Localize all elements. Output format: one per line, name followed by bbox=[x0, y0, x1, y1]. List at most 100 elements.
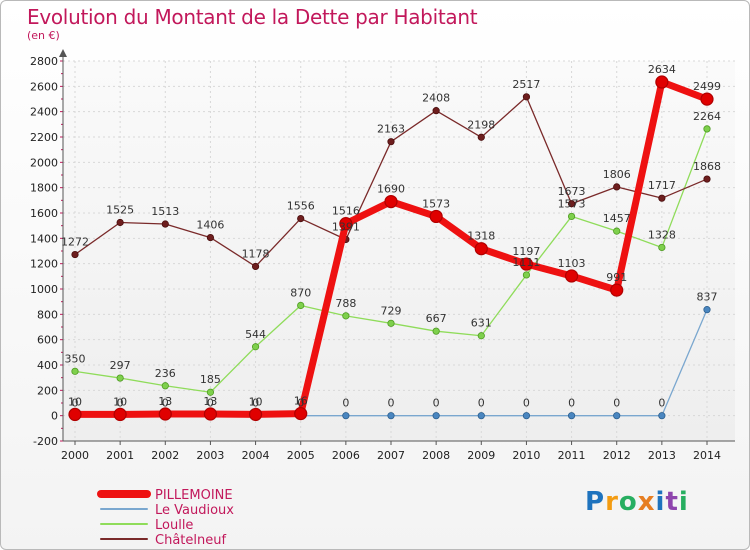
data-point bbox=[522, 93, 531, 101]
data-point bbox=[71, 250, 79, 259]
data-label: 991 bbox=[606, 271, 627, 284]
data-point bbox=[658, 194, 666, 202]
data-point bbox=[342, 312, 350, 320]
x-tick-label: 2003 bbox=[196, 449, 224, 462]
x-tick-label: 2014 bbox=[693, 449, 721, 462]
data-label: 0 bbox=[523, 397, 530, 410]
data-label: 10 bbox=[68, 395, 82, 408]
data-point bbox=[294, 407, 308, 421]
logo-letter: x bbox=[637, 487, 656, 517]
data-label: 16 bbox=[294, 395, 308, 408]
data-label: 10 bbox=[113, 395, 127, 408]
data-point bbox=[658, 243, 666, 252]
data-label: 0 bbox=[433, 397, 440, 410]
data-label: 1690 bbox=[377, 183, 405, 196]
data-label: 0 bbox=[207, 397, 214, 410]
data-point bbox=[477, 332, 485, 340]
data-point bbox=[116, 374, 124, 382]
y-tick-label: 1400 bbox=[30, 232, 58, 245]
x-tick-label: 2005 bbox=[287, 449, 315, 462]
data-label: 1525 bbox=[106, 204, 134, 217]
legend-label: Châtelneuf bbox=[155, 533, 226, 548]
data-label: 544 bbox=[245, 328, 266, 341]
data-point bbox=[522, 271, 531, 279]
logo-letter: P bbox=[585, 487, 606, 517]
data-label: 1406 bbox=[196, 219, 224, 232]
y-tick-label: 2600 bbox=[30, 80, 58, 93]
data-label: 0 bbox=[568, 397, 575, 410]
x-tick-label: 2007 bbox=[377, 449, 405, 462]
data-label: 870 bbox=[290, 286, 311, 299]
data-label: 1318 bbox=[467, 230, 495, 243]
series-group bbox=[68, 75, 714, 421]
data-point bbox=[703, 125, 711, 133]
data-label: 2499 bbox=[693, 80, 721, 93]
data-label: 0 bbox=[297, 397, 304, 410]
axes: -200020040060080010001200140016001800200… bbox=[30, 49, 735, 462]
data-point bbox=[71, 367, 79, 375]
x-tick-label: 2013 bbox=[648, 449, 676, 462]
data-point bbox=[251, 262, 260, 271]
data-label: 2408 bbox=[422, 92, 450, 105]
data-point bbox=[655, 75, 669, 89]
data-label: 1103 bbox=[558, 257, 586, 270]
data-point bbox=[248, 407, 263, 421]
data-point bbox=[251, 343, 260, 351]
data-label: 1717 bbox=[648, 179, 676, 192]
data-label: 667 bbox=[426, 312, 447, 325]
data-point bbox=[700, 92, 714, 106]
y-axis-arrow bbox=[59, 49, 67, 57]
data-point bbox=[703, 306, 711, 314]
x-tick-label: 2011 bbox=[558, 449, 586, 462]
data-label: 2264 bbox=[693, 110, 721, 123]
data-label: 2517 bbox=[512, 78, 540, 91]
logo-letter: r bbox=[605, 487, 619, 517]
data-point bbox=[161, 220, 169, 228]
data-label: 185 bbox=[200, 373, 221, 386]
data-label: 0 bbox=[478, 397, 485, 410]
data-label: 2198 bbox=[467, 118, 495, 131]
data-point bbox=[567, 200, 576, 208]
data-label: 1272 bbox=[61, 236, 89, 249]
chart-title: Evolution du Montant de la Dette par Hab… bbox=[27, 5, 478, 29]
data-label: 297 bbox=[110, 359, 131, 372]
data-label: 0 bbox=[72, 397, 79, 410]
data-label: 2163 bbox=[377, 123, 405, 136]
x-tick-label: 2010 bbox=[512, 449, 540, 462]
data-point bbox=[613, 227, 621, 235]
data-label: 13 bbox=[158, 395, 172, 408]
data-label: 1111 bbox=[512, 256, 540, 269]
data-point bbox=[610, 283, 624, 297]
data-point bbox=[158, 407, 172, 421]
y-tick-label: 2800 bbox=[30, 55, 58, 68]
y-tick-label: 800 bbox=[37, 308, 58, 321]
data-point bbox=[432, 107, 440, 115]
y-tick-label: -200 bbox=[33, 435, 58, 448]
y-tick-label: 2000 bbox=[30, 156, 58, 169]
data-label: 1457 bbox=[603, 212, 631, 225]
data-point bbox=[339, 217, 353, 231]
legend-label: Loulle bbox=[155, 518, 193, 533]
data-point bbox=[432, 327, 440, 335]
data-label: 1391 bbox=[332, 220, 360, 233]
data-point bbox=[432, 412, 440, 420]
data-point bbox=[567, 412, 576, 420]
data-label: 1573 bbox=[558, 197, 586, 210]
data-label: 1573 bbox=[422, 197, 450, 210]
data-point bbox=[161, 382, 169, 390]
data-label: 837 bbox=[697, 291, 718, 304]
logo-letter: i bbox=[655, 487, 666, 517]
data-point bbox=[519, 257, 534, 271]
y-tick-label: 2400 bbox=[30, 106, 58, 119]
data-label: 0 bbox=[342, 397, 349, 410]
proxiti-logo: Proxiti bbox=[585, 487, 689, 517]
data-point bbox=[387, 319, 395, 327]
legend-label: Le Vaudioux bbox=[155, 503, 234, 518]
data-label: 0 bbox=[658, 397, 665, 410]
data-label: 10 bbox=[249, 395, 263, 408]
data-label: 631 bbox=[471, 317, 492, 330]
x-tick-label: 2000 bbox=[61, 449, 89, 462]
